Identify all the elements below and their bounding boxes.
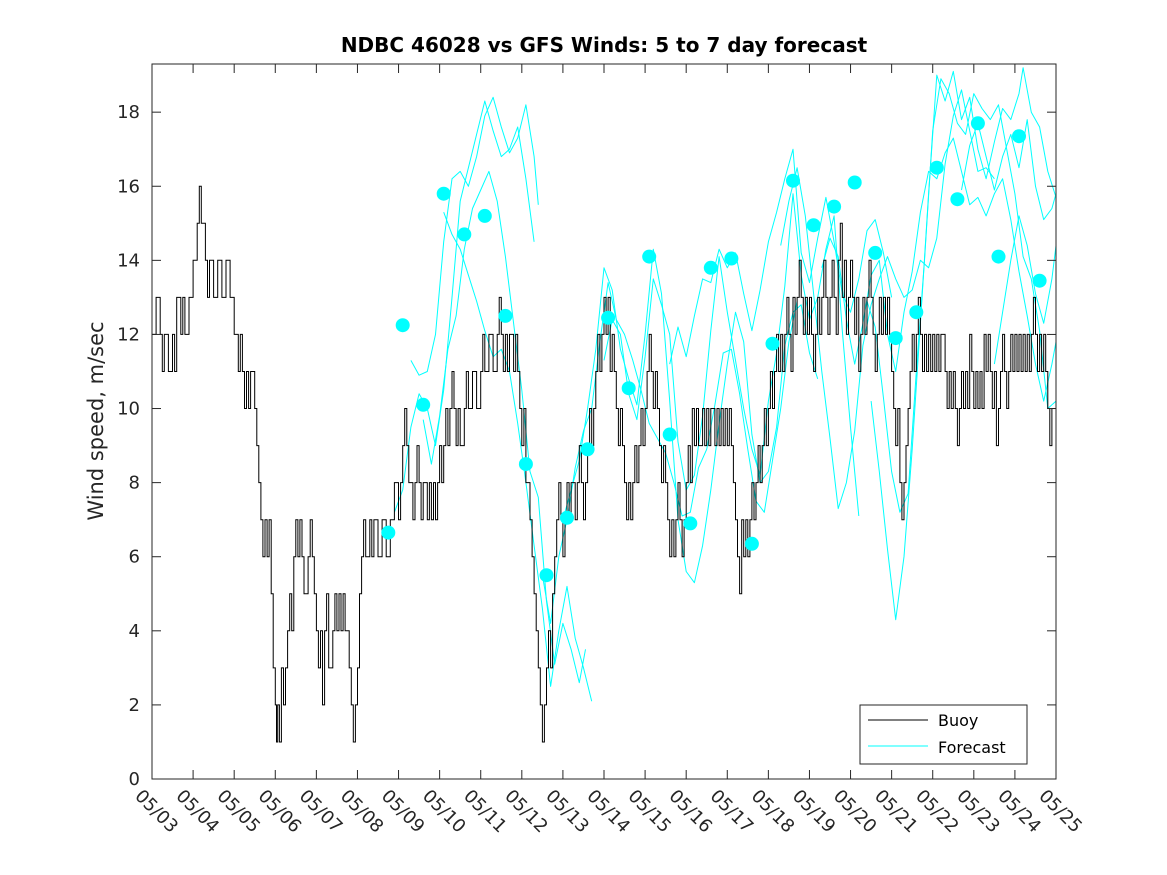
forecast-trace bbox=[866, 78, 1057, 513]
forecast-marker bbox=[744, 536, 759, 551]
y-tick-label: 0 bbox=[129, 769, 140, 790]
forecast-marker bbox=[642, 249, 657, 264]
forecast-trace bbox=[993, 215, 1057, 365]
legend: Buoy Forecast bbox=[859, 704, 1028, 765]
y-tick-label: 4 bbox=[129, 621, 140, 642]
y-tick-label: 2 bbox=[129, 695, 140, 716]
forecast-marker bbox=[395, 318, 410, 333]
y-tick-label: 18 bbox=[117, 102, 140, 123]
forecast-marker bbox=[970, 116, 985, 131]
legend-box bbox=[859, 704, 1028, 765]
forecast-marker bbox=[580, 442, 595, 457]
forecast-trace bbox=[443, 212, 593, 702]
forecast-marker bbox=[601, 310, 616, 325]
forecast-marker bbox=[868, 245, 883, 260]
buoy-series bbox=[152, 185, 1056, 743]
y-axis-ticks: 0 2 4 6 8 10 12 14 16 18 bbox=[117, 102, 1056, 790]
y-tick-label: 14 bbox=[117, 250, 140, 271]
forecast-marker bbox=[457, 227, 472, 242]
forecast-trace bbox=[422, 170, 586, 684]
y-tick-label: 10 bbox=[117, 399, 140, 420]
forecast-marker bbox=[477, 208, 492, 223]
forecast-marker bbox=[518, 457, 533, 472]
forecast-marker bbox=[888, 331, 903, 346]
plot-area bbox=[152, 64, 1056, 779]
y-tick-label: 6 bbox=[129, 547, 140, 568]
forecast-marker bbox=[560, 510, 574, 525]
forecast-marker bbox=[381, 525, 396, 540]
legend-forecast-label: Forecast bbox=[938, 738, 1006, 757]
forecast-marker bbox=[929, 160, 944, 175]
forecast-marker bbox=[416, 397, 431, 412]
forecast-marker bbox=[724, 251, 739, 266]
y-tick-label: 12 bbox=[117, 324, 140, 345]
forecast-marker bbox=[991, 249, 1006, 264]
legend-buoy-label: Buoy bbox=[938, 711, 978, 730]
forecast-trace bbox=[780, 89, 995, 510]
forecast-marker bbox=[847, 175, 862, 190]
forecast-marker bbox=[909, 305, 924, 320]
forecast-trace bbox=[603, 193, 860, 517]
forecast-marker bbox=[662, 427, 677, 442]
forecast-marker bbox=[436, 186, 451, 201]
y-tick-label: 8 bbox=[129, 473, 140, 494]
forecast-marker bbox=[765, 336, 780, 351]
forecast-marker bbox=[1012, 129, 1026, 144]
forecast-marker bbox=[1032, 273, 1047, 288]
forecast-marker bbox=[539, 568, 554, 583]
chart-title: NDBC 46028 vs GFS Winds: 5 to 7 day fore… bbox=[341, 33, 868, 57]
forecast-marker bbox=[827, 199, 842, 214]
forecast-markers bbox=[381, 116, 1047, 583]
forecast-marker bbox=[621, 381, 636, 396]
forecast-trace bbox=[870, 67, 1057, 621]
forecast-trace bbox=[393, 100, 535, 513]
forecast-marker bbox=[806, 218, 821, 233]
forecast-trace bbox=[562, 248, 819, 584]
forecast-marker bbox=[950, 192, 965, 207]
forecast-marker bbox=[498, 308, 513, 323]
forecast-marker bbox=[683, 516, 698, 531]
y-tick-label: 16 bbox=[117, 176, 140, 197]
forecast-trace bbox=[669, 148, 893, 365]
forecast-marker bbox=[786, 173, 800, 188]
y-axis-label: Wind speed, m/sec bbox=[84, 321, 108, 520]
forecast-trace bbox=[410, 96, 539, 376]
forecast-marker bbox=[703, 260, 718, 275]
buoy-line bbox=[152, 185, 1056, 743]
